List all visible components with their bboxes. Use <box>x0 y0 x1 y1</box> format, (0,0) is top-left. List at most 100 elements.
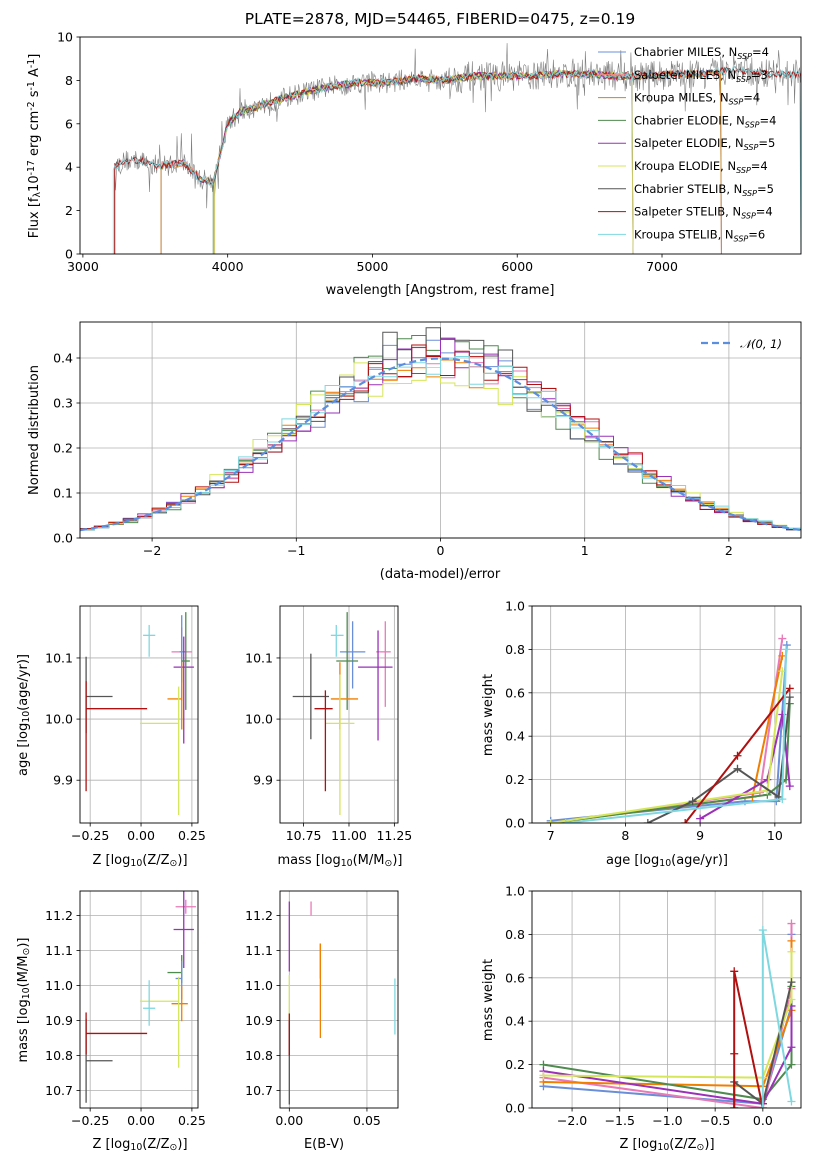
y-tick-label: 10 <box>57 30 73 45</box>
legend-label: Salpeter ELODIE, NSSP=5 <box>634 136 775 152</box>
legend-label: 𝒩(0, 1) <box>740 337 782 351</box>
y-tick-label: 0.0 <box>505 1101 525 1116</box>
y-tick-label: 0.2 <box>53 441 73 456</box>
plot-area <box>112 43 801 254</box>
y-tick-label: 11.1 <box>245 943 273 958</box>
model-spectrum-line <box>112 65 801 254</box>
x-tick-label: 11.25 <box>376 828 412 843</box>
weight-marker <box>546 819 555 823</box>
x-tick-label: 10.75 <box>286 828 322 843</box>
y-tick-label: 2 <box>65 203 73 218</box>
weight-marker <box>561 819 570 823</box>
normal-curve <box>80 357 801 532</box>
x-tick-label: 7 <box>547 828 555 843</box>
y-tick-label: 0.2 <box>505 772 525 787</box>
weight-marker <box>787 936 796 945</box>
y-axis-label: mass weight <box>481 959 496 1041</box>
weight-marker <box>681 819 690 823</box>
x-tick-label: 0.25 <box>178 828 206 843</box>
legend: 𝒩(0, 1) <box>701 337 782 351</box>
legend-label: Kroupa ELODIE, NSSP=4 <box>634 159 768 175</box>
x-tick-label: 0 <box>437 543 445 558</box>
weight-marker <box>733 751 742 760</box>
axes-frame <box>79 321 802 539</box>
x-axis-label: age [log10(age/yr)] <box>606 853 728 869</box>
y-tick-label: 6 <box>65 116 73 131</box>
y-tick-label: 9.9 <box>53 773 73 788</box>
weight-marker <box>787 1097 796 1106</box>
model-spectrum-line <box>114 66 801 254</box>
x-tick-label: 0.00 <box>275 1113 303 1128</box>
y-tick-label: 0.2 <box>505 1057 525 1072</box>
x-tick-label: 0.0 <box>753 1113 773 1128</box>
panel-mass-weight-vs-age: 7 8 9 10 0.0 0.2 0.4 0.6 0.8 1.0 age [log10(age/yr… <box>481 599 802 869</box>
y-axis-label: mass [log10(M/M⊙)] <box>16 938 32 1063</box>
weight-series-line <box>550 638 784 823</box>
axes-frame <box>531 890 802 1109</box>
axes-frame <box>279 605 399 824</box>
weight-marker <box>787 995 796 1004</box>
legend-label: Chabrier ELODIE, NSSP=4 <box>634 113 776 129</box>
weight-marker <box>763 775 772 784</box>
x-axis-label: Z [log10(Z/Z⊙)] <box>92 853 187 869</box>
y-tick-label: 4 <box>65 160 73 175</box>
weight-marker <box>787 978 796 987</box>
x-axis-label: E(B-V) <box>304 1137 344 1152</box>
x-axis-label: Z [log10(Z/Z⊙)] <box>619 1137 714 1153</box>
legend-label: Chabrier STELIB, NSSP=5 <box>634 182 774 198</box>
weight-marker <box>758 1104 767 1108</box>
weight-series-line <box>733 971 764 1108</box>
weight-marker <box>539 1071 548 1080</box>
x-tick-label: 5000 <box>357 259 389 274</box>
panel-spectrum: 3000 4000 5000 6000 7000 0 2 4 6 8 10 Chabrier MILE… <box>26 30 802 298</box>
x-tick-label: −2.0 <box>557 1113 587 1128</box>
weight-marker <box>785 693 794 702</box>
weight-marker <box>696 814 705 823</box>
weight-series-line <box>699 714 791 820</box>
legend-label: Salpeter MILES, NSSP=3 <box>634 68 768 84</box>
weight-marker <box>787 919 796 928</box>
y-tick-label: 11.0 <box>45 978 73 993</box>
y-tick-label: 0.0 <box>505 816 525 831</box>
plot-area <box>85 891 196 1103</box>
x-axis-label: Z [log10(Z/Z⊙)] <box>92 1137 187 1153</box>
x-tick-label: −2 <box>143 543 161 558</box>
histogram-series <box>80 356 801 532</box>
x-tick-label: 6000 <box>501 259 533 274</box>
y-tick-label: 0 <box>65 247 73 262</box>
grid <box>280 891 398 1108</box>
weight-marker <box>758 926 767 935</box>
weight-marker <box>688 797 697 806</box>
y-tick-label: 11.2 <box>245 908 273 923</box>
y-tick-label: 10.7 <box>245 1083 273 1098</box>
y-tick-label: 0.1 <box>53 486 73 501</box>
weight-marker <box>730 967 739 976</box>
y-tick-label: 0.4 <box>53 351 73 366</box>
x-axis-label: (data-model)/error <box>380 567 501 582</box>
weight-marker <box>787 1060 796 1069</box>
y-tick-label: 0.4 <box>505 729 525 744</box>
axes-frame <box>79 605 199 824</box>
plot-area <box>546 634 794 823</box>
y-axis-label: age [log10(age/yr)] <box>16 654 32 776</box>
x-axis-label: mass [log10(M/M⊙)] <box>278 853 403 869</box>
weight-series-line <box>550 670 784 823</box>
panel-age-vs-Z: −0.25 0.00 0.25 9.9 10.0 10.1 Z [log10(Z/Z⊙)] a… <box>16 605 206 869</box>
x-tick-label: 11.00 <box>331 828 367 843</box>
y-tick-label: 10.7 <box>45 1083 73 1098</box>
axes-frame <box>531 605 802 824</box>
y-tick-label: 10.8 <box>45 1048 73 1063</box>
x-tick-label: 1 <box>581 543 589 558</box>
weight-marker <box>785 782 794 791</box>
x-tick-label: −1 <box>287 543 305 558</box>
x-tick-label: 8 <box>621 828 629 843</box>
x-tick-label: −1.5 <box>605 1113 635 1128</box>
y-tick-label: 10.0 <box>245 712 273 727</box>
y-axis-label: mass weight <box>481 674 496 756</box>
y-tick-label: 0.3 <box>53 396 73 411</box>
y-tick-label: 0.6 <box>505 970 525 985</box>
y-tick-label: 10.8 <box>245 1048 273 1063</box>
weight-series-line <box>543 1006 793 1105</box>
weight-marker <box>787 947 796 956</box>
